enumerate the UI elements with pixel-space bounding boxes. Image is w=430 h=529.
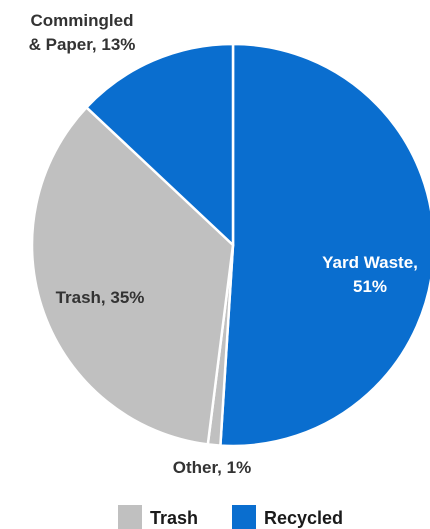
slice-label-line: Commingled [31, 11, 134, 30]
slice-label-yard-waste: Yard Waste, 51% [322, 253, 418, 296]
chart-legend: Trash Recycled [118, 505, 343, 529]
legend-item-recycled: Recycled [232, 505, 343, 529]
slice-labels: Yard Waste, 51% Other, 1% Trash, 35% Comming… [29, 11, 418, 477]
slice-label-commingled-paper: Commingled & Paper, 13% [29, 11, 136, 54]
pie-slice-commingled-paper [85, 42, 235, 247]
legend-swatch-trash [118, 505, 142, 529]
legend-item-trash: Trash [118, 505, 198, 529]
pie-slice-yard-waste [219, 42, 430, 448]
slice-label-line: Trash, 35% [56, 288, 145, 307]
pie-slices [30, 42, 430, 448]
legend-label-trash: Trash [150, 508, 198, 528]
slice-label-trash: Trash, 35% [56, 288, 145, 307]
slice-label-line: Yard Waste, [322, 253, 418, 272]
legend-swatch-recycled [232, 505, 256, 529]
legend-label-recycled: Recycled [264, 508, 343, 528]
pie-slice-trash [30, 106, 235, 446]
slice-label-other: Other, 1% [173, 458, 251, 477]
slice-label-line: 51% [353, 277, 387, 296]
slice-label-line: Other, 1% [173, 458, 251, 477]
slice-label-line: & Paper, 13% [29, 35, 136, 54]
